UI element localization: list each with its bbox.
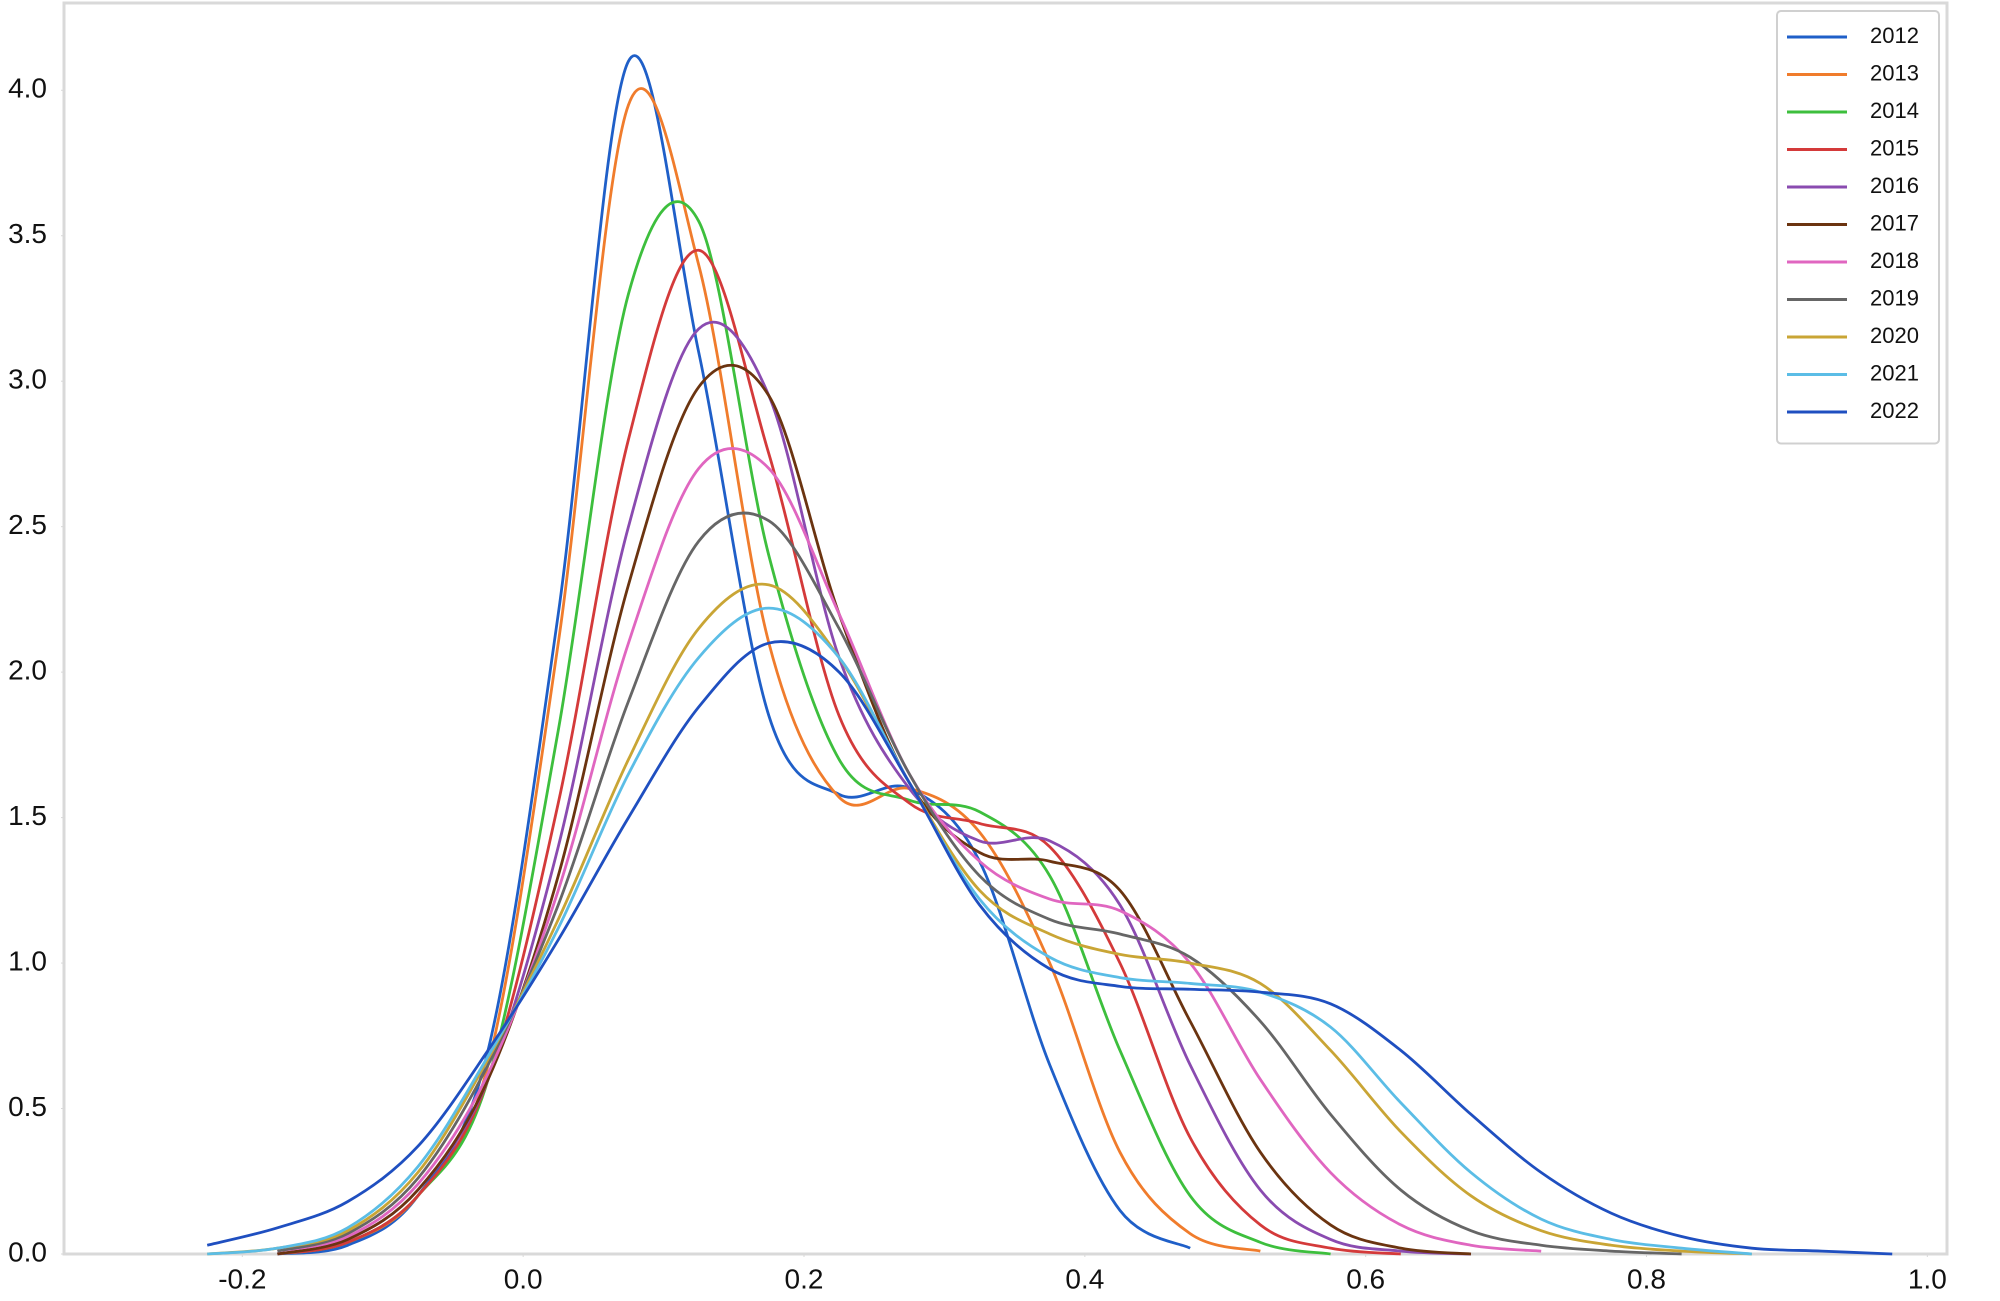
x-tick-label: 0.6	[1346, 1263, 1385, 1294]
y-tick-label: 1.5	[8, 800, 47, 831]
legend-label: 2016	[1870, 173, 1919, 198]
legend-label: 2012	[1870, 23, 1919, 48]
kde-line	[277, 447, 1542, 1253]
y-tick-label: 0.0	[8, 1236, 47, 1267]
kde-line	[277, 511, 1682, 1256]
legend: 2012 2013 2014 2015 2016 2017 2018 2019 2020 2021…	[1776, 10, 1940, 445]
y-tick-label: 4.0	[8, 73, 47, 104]
x-tick-label: 0.8	[1627, 1263, 1666, 1294]
kde-line	[277, 363, 1472, 1256]
legend-label: 2021	[1870, 360, 1919, 385]
x-tick-label: 0.2	[785, 1263, 824, 1294]
legend-box	[1776, 10, 1940, 445]
legend-label: 2013	[1870, 60, 1919, 85]
x-tick-label: 1.0	[1908, 1263, 1947, 1294]
kde-line	[277, 54, 1191, 1256]
legend-label: 2014	[1870, 98, 1919, 123]
x-tick-label: -0.2	[218, 1263, 266, 1294]
y-tick-label: 2.0	[8, 655, 47, 686]
plot-frame	[62, 1, 1949, 1256]
legend-label: 2015	[1870, 135, 1919, 160]
y-tick-label: 3.5	[8, 218, 47, 249]
y-tick-label: 3.0	[8, 364, 47, 395]
x-tick-label: 0.0	[504, 1263, 543, 1294]
y-tick-label: 0.5	[8, 1091, 47, 1122]
legend-label: 2020	[1870, 323, 1919, 348]
legend-label: 2017	[1870, 210, 1919, 235]
kde-line	[277, 87, 1261, 1256]
legend-label: 2019	[1870, 285, 1919, 310]
legend-label: 2018	[1870, 248, 1919, 273]
kde-line	[207, 582, 1752, 1256]
y-tick-label: 2.5	[8, 509, 47, 540]
kde-line	[206, 640, 1893, 1256]
y-tick-label: 1.0	[8, 945, 47, 976]
x-tick-label: 0.4	[1065, 1263, 1104, 1294]
legend-label: 2022	[1870, 398, 1919, 423]
